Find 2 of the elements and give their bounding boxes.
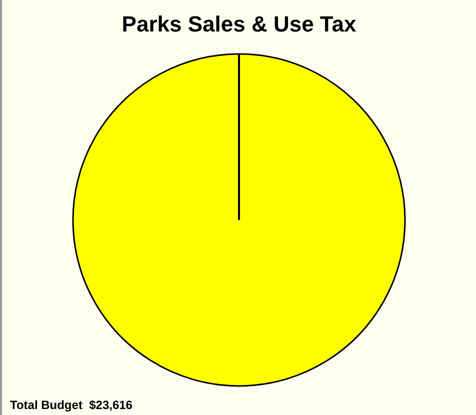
chart-title: Parks Sales & Use Tax xyxy=(122,12,357,36)
text: Total Budget $23,616 xyxy=(10,398,133,412)
